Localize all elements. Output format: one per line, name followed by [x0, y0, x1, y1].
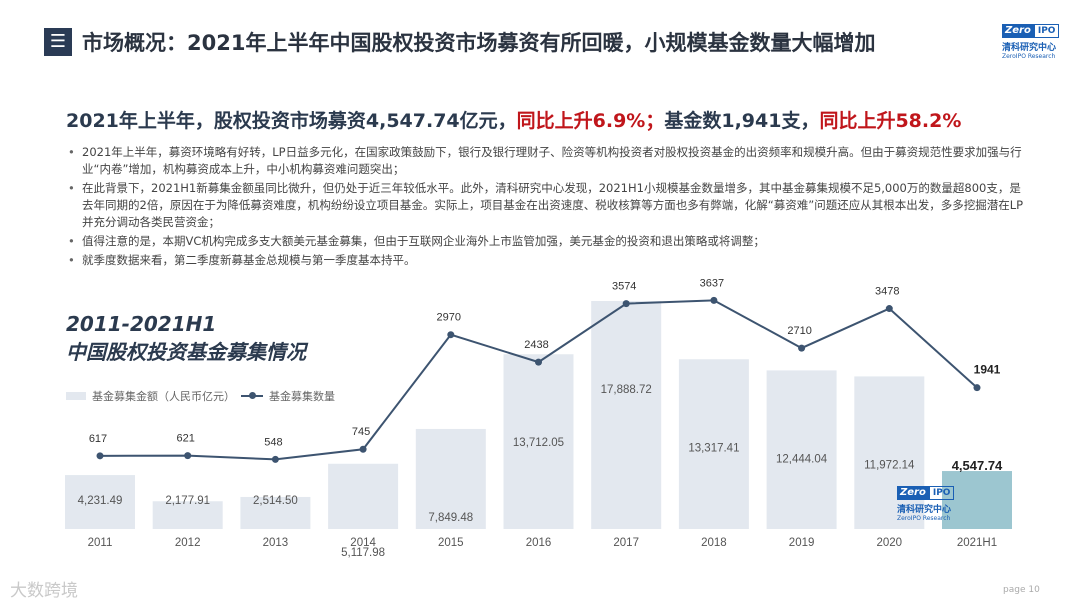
line-data-label: 617 — [89, 433, 107, 445]
x-tick-label: 2019 — [789, 537, 815, 549]
logo-ipo: IPO — [1033, 24, 1060, 38]
line-point — [973, 384, 981, 392]
zeroipo-logo: Zero IPO 清科研究中心 ZeroIPO Research — [1002, 24, 1068, 60]
x-tick-label: 2012 — [175, 537, 201, 549]
header-band — [0, 0, 1080, 80]
menu-icon: ☰ — [44, 28, 72, 56]
bullet-list: 2021年上半年，募资环境略有好转，LP日益多元化，在国家政策鼓励下，银行及银行… — [66, 144, 1026, 271]
line-point — [710, 296, 718, 304]
x-tick-label: 2021H1 — [957, 537, 997, 549]
bar-data-label: 12,444.04 — [776, 453, 828, 465]
logo-en: ZeroIPO Research — [1002, 53, 1056, 60]
bar-data-label: 11,972.14 — [864, 459, 915, 471]
bar — [766, 370, 837, 529]
bar-data-label: 4,231.49 — [78, 495, 123, 507]
logo-zero: Zero — [897, 486, 929, 500]
bullet-item: 值得注意的是，本期VC机构完成多支大额美元基金募集，但由于互联网企业海外上市监管… — [66, 233, 1026, 250]
line-data-label: 548 — [264, 436, 282, 448]
x-tick-label: 2015 — [438, 537, 464, 549]
logo-zero: Zero — [1002, 24, 1034, 38]
line-data-label: 2970 — [437, 312, 461, 324]
line-point — [359, 445, 367, 453]
bar — [854, 376, 925, 529]
headline-part1: 2021年上半年，股权投资市场募资4,547.74亿元， — [66, 110, 517, 132]
chart-title-line2: 中国股权投资基金募集情况 — [66, 340, 306, 364]
chart-title: 2011-2021H1 中国股权投资基金募集情况 — [66, 310, 306, 366]
logo-en: ZeroIPO Research — [897, 515, 951, 522]
chart-legend: 基金募集金额（人民币亿元） 基金募集数量 — [66, 388, 335, 404]
headline-part3: 基金数1,941支， — [664, 110, 820, 132]
bar — [591, 301, 662, 529]
bottom-watermark: 大数跨境 — [10, 581, 78, 601]
bar-data-label: 2,514.50 — [253, 495, 298, 507]
line-data-label: 1941 — [974, 363, 1001, 377]
x-tick-label: 2020 — [877, 537, 903, 549]
line-point — [184, 452, 192, 460]
logo-ipo: IPO — [928, 486, 955, 500]
line-point — [535, 358, 542, 366]
line-point — [447, 331, 455, 339]
headline-part4: 同比上升58.2% — [819, 110, 962, 132]
bar-data-label: 4,547.74 — [952, 458, 1003, 473]
line-point — [622, 300, 630, 308]
legend-bar-swatch — [66, 392, 86, 400]
line-data-label: 2438 — [524, 339, 548, 351]
page-title: 市场概况：2021年上半年中国股权投资市场募资有所回暖，小规模基金数量大幅增加 — [82, 31, 876, 55]
page-number: page 10 — [1003, 585, 1040, 595]
bar — [152, 501, 223, 529]
logo-cn: 清科研究中心 — [1002, 43, 1057, 53]
bullet-item: 2021年上半年，募资环境略有好转，LP日益多元化，在国家政策鼓励下，银行及银行… — [66, 144, 1026, 178]
bar — [415, 428, 486, 529]
x-tick-label: 2018 — [701, 537, 727, 549]
line-data-label: 621 — [177, 433, 195, 445]
line-point — [271, 455, 279, 463]
x-tick-label: 2011 — [88, 537, 113, 549]
line-point — [885, 305, 893, 313]
bar — [328, 463, 399, 529]
x-tick-label: 2014 — [350, 537, 376, 549]
bar-data-label: 13,712.05 — [513, 437, 564, 449]
bar-data-label: 2,177.91 — [165, 495, 210, 507]
bar-data-label: 7,849.48 — [428, 512, 473, 524]
bullet-item: 在此背景下，2021H1新募集金额虽同比微升，但仍处于近三年较低水平。此外，清科… — [66, 180, 1026, 231]
legend-line-swatch — [241, 391, 263, 401]
fundraising-chart: 4,231.49 2,177.91 2,514.50 5,117.98 7,849.48… — [65, 277, 1012, 559]
x-tick-label: 2013 — [263, 537, 289, 549]
bar — [503, 354, 574, 529]
bar — [240, 496, 311, 529]
bar — [942, 471, 1012, 529]
headline-part2: 同比上升6.9%； — [516, 110, 665, 132]
legend-bar-label: 基金募集金额（人民币亿元） — [92, 390, 235, 403]
bar — [65, 475, 135, 529]
line-data-label: 3637 — [700, 277, 724, 289]
line-point — [798, 344, 806, 352]
line-data-label: 745 — [352, 426, 370, 438]
x-tick-label: 2016 — [526, 537, 552, 549]
bar-data-label: 17,888.72 — [601, 384, 652, 396]
headline: 2021年上半年，股权投资市场募资4,547.74亿元，同比上升6.9%；基金数… — [66, 106, 961, 133]
legend-line-label: 基金募集数量 — [269, 390, 335, 403]
chart-watermark-logo: Zero IPO 清科研究中心 ZeroIPO Research — [897, 486, 955, 522]
logo-cn: 清科研究中心 — [897, 505, 952, 515]
line-point — [96, 452, 104, 460]
bullet-item: 就季度数据来看，第二季度新募基金总规模与第一季度基本持平。 — [66, 252, 1026, 269]
bar-data-label: 5,117.98 — [341, 547, 385, 559]
chart-title-line1: 2011-2021H1 — [66, 312, 217, 336]
line-data-label: 3574 — [612, 281, 636, 293]
x-tick-label: 2017 — [613, 537, 639, 549]
line-data-label: 3478 — [875, 286, 899, 298]
line-data-label: 2710 — [787, 325, 811, 337]
bar-data-label: 13,317.41 — [688, 442, 739, 454]
bar — [678, 359, 749, 529]
